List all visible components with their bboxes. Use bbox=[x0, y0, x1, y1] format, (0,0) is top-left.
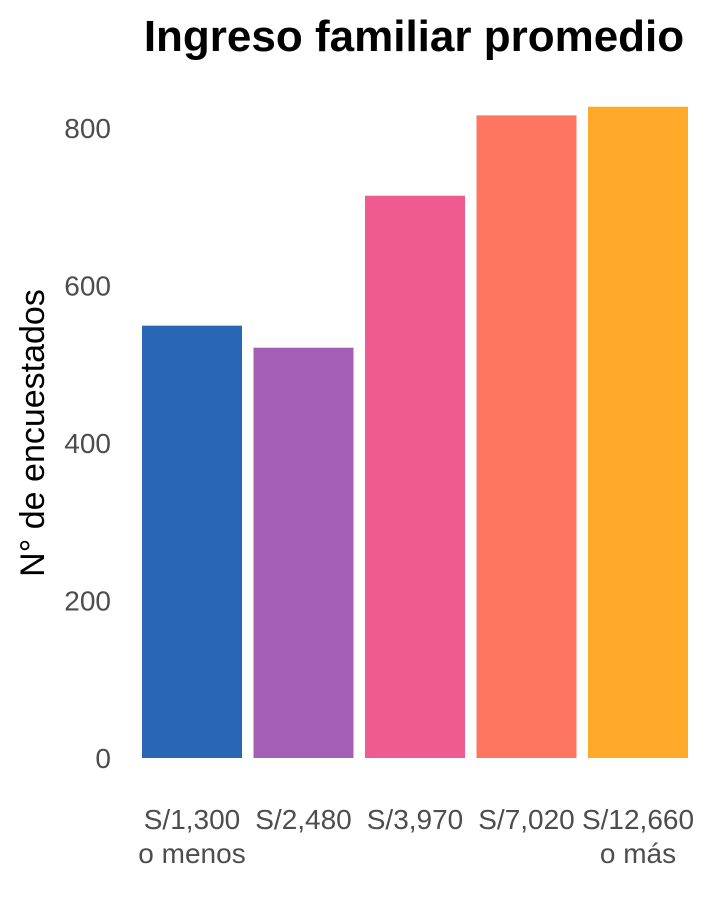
bar bbox=[365, 195, 465, 759]
x-tick-label: S/1,300 bbox=[144, 804, 241, 835]
x-tick-label: S/7,020 bbox=[478, 804, 575, 835]
x-tick-label: o más bbox=[600, 838, 676, 869]
bar bbox=[142, 325, 242, 758]
bar bbox=[588, 106, 688, 759]
y-tick-label: 400 bbox=[64, 428, 111, 459]
bars bbox=[142, 106, 688, 759]
y-tick-label: 600 bbox=[64, 271, 111, 302]
y-axis-ticks: 0 200 400 600 800 bbox=[64, 113, 111, 774]
y-tick-label: 200 bbox=[64, 586, 111, 617]
x-tick-label: o menos bbox=[138, 838, 245, 869]
y-tick-label: 0 bbox=[95, 743, 111, 774]
x-tick-label: S/2,480 bbox=[255, 804, 352, 835]
x-tick-label: S/12,660 bbox=[582, 804, 694, 835]
x-tick-label: S/3,970 bbox=[367, 804, 464, 835]
chart-title: Ingreso familiar promedio bbox=[144, 12, 684, 61]
y-tick-label: 800 bbox=[64, 113, 111, 144]
y-axis-label: N° de encuestados bbox=[14, 289, 52, 577]
bar bbox=[476, 115, 577, 758]
bar bbox=[253, 347, 354, 758]
